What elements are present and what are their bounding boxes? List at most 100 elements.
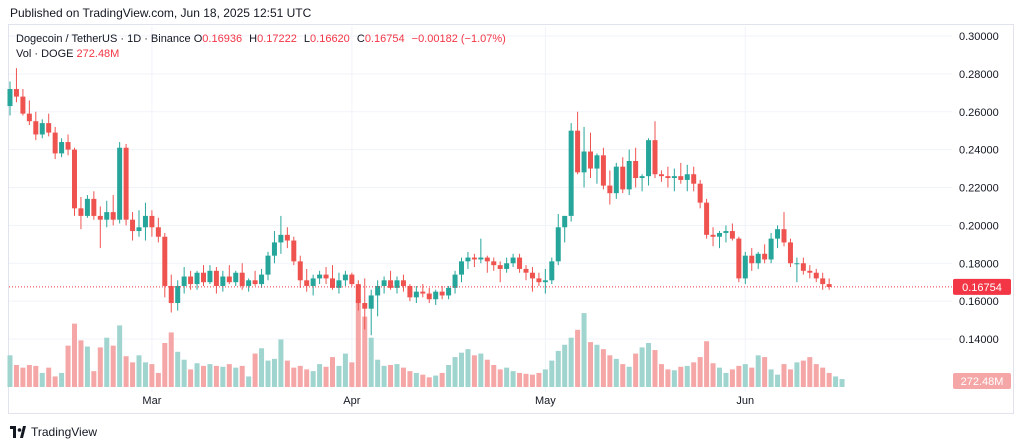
candle[interactable]: [755, 251, 761, 269]
candle[interactable]: [697, 179, 703, 209]
candle[interactable]: [775, 225, 781, 249]
candle[interactable]: [78, 196, 84, 230]
candle[interactable]: [304, 268, 310, 292]
candle[interactable]: [484, 255, 490, 273]
candle[interactable]: [542, 268, 548, 294]
candle[interactable]: [800, 257, 806, 275]
candle[interactable]: [665, 166, 671, 188]
candle[interactable]: [155, 217, 161, 243]
candle[interactable]: [549, 257, 555, 285]
candle[interactable]: [271, 231, 277, 264]
tradingview-logo-icon[interactable]: [10, 426, 26, 438]
candle[interactable]: [678, 162, 684, 184]
candle[interactable]: [588, 132, 593, 179]
candle[interactable]: [252, 270, 258, 286]
candle[interactable]: [142, 202, 148, 241]
candle[interactable]: [330, 265, 335, 290]
candle[interactable]: [20, 89, 26, 116]
candle[interactable]: [168, 274, 174, 313]
candle[interactable]: [323, 267, 329, 285]
candle[interactable]: [381, 276, 387, 294]
candle[interactable]: [130, 212, 136, 241]
candle[interactable]: [717, 231, 722, 249]
candle[interactable]: [639, 174, 645, 192]
candle[interactable]: [581, 126, 587, 188]
candle[interactable]: [220, 270, 226, 292]
candle[interactable]: [504, 257, 510, 273]
candle[interactable]: [194, 270, 200, 290]
candle[interactable]: [452, 270, 458, 294]
candle[interactable]: [413, 285, 419, 304]
candle[interactable]: [201, 265, 206, 286]
candle[interactable]: [807, 265, 813, 279]
candle[interactable]: [7, 81, 13, 116]
candle[interactable]: [626, 149, 632, 196]
candle[interactable]: [136, 210, 142, 237]
candle[interactable]: [149, 210, 155, 237]
candle[interactable]: [813, 268, 819, 283]
candle[interactable]: [471, 253, 477, 268]
candle[interactable]: [39, 119, 45, 139]
candle[interactable]: [600, 147, 606, 190]
candle[interactable]: [407, 284, 413, 302]
candle[interactable]: [562, 215, 568, 243]
candle[interactable]: [671, 168, 677, 192]
candle[interactable]: [749, 248, 755, 271]
candle[interactable]: [826, 278, 832, 290]
candle[interactable]: [529, 267, 535, 292]
candle[interactable]: [59, 138, 65, 158]
candle[interactable]: [336, 272, 342, 294]
candle[interactable]: [188, 270, 194, 290]
candle[interactable]: [510, 253, 516, 268]
candle[interactable]: [342, 270, 348, 286]
candle[interactable]: [439, 285, 445, 300]
candle[interactable]: [446, 285, 452, 300]
candle[interactable]: [710, 227, 716, 247]
candle[interactable]: [491, 257, 497, 271]
candle[interactable]: [284, 227, 290, 249]
candle[interactable]: [523, 265, 529, 281]
candle[interactable]: [239, 263, 245, 290]
candle[interactable]: [555, 214, 561, 266]
candle[interactable]: [13, 68, 19, 103]
candle[interactable]: [117, 142, 123, 224]
candle[interactable]: [355, 280, 361, 311]
candle[interactable]: [97, 206, 103, 249]
candle[interactable]: [620, 157, 626, 194]
candle[interactable]: [46, 113, 52, 137]
candle[interactable]: [613, 162, 619, 199]
candle[interactable]: [104, 200, 110, 228]
symbol-label[interactable]: Dogecoin / TetherUS · 1D · Binance: [16, 33, 191, 45]
candle[interactable]: [768, 232, 774, 264]
candle[interactable]: [278, 215, 284, 254]
candle[interactable]: [123, 143, 129, 226]
candle[interactable]: [162, 232, 168, 298]
candle[interactable]: [704, 198, 710, 239]
candle[interactable]: [91, 191, 97, 220]
candle[interactable]: [349, 272, 355, 286]
candle[interactable]: [742, 251, 748, 285]
candle[interactable]: [575, 111, 581, 175]
candle[interactable]: [65, 134, 71, 156]
candle[interactable]: [536, 272, 542, 286]
candle[interactable]: [226, 265, 232, 285]
candle[interactable]: [497, 261, 503, 283]
candle[interactable]: [691, 166, 697, 192]
candle[interactable]: [729, 223, 735, 241]
candle[interactable]: [317, 270, 323, 285]
candle[interactable]: [362, 278, 368, 330]
candle[interactable]: [291, 236, 297, 266]
candle[interactable]: [246, 278, 252, 292]
candle[interactable]: [607, 170, 613, 205]
candle[interactable]: [736, 236, 742, 283]
candle[interactable]: [568, 123, 574, 222]
candle[interactable]: [33, 111, 39, 141]
candle[interactable]: [265, 251, 271, 281]
candle[interactable]: [517, 253, 523, 273]
candle[interactable]: [207, 265, 213, 285]
candle[interactable]: [181, 267, 187, 294]
candle[interactable]: [781, 212, 787, 247]
candle[interactable]: [652, 121, 658, 179]
candle[interactable]: [84, 195, 90, 218]
